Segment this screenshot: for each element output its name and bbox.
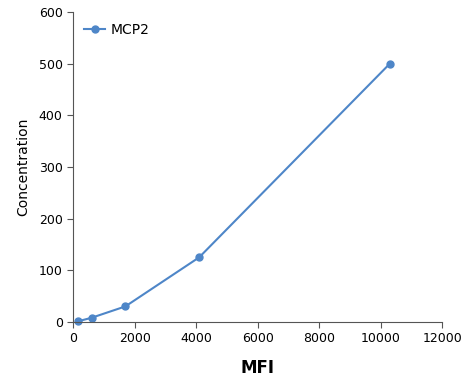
Legend: MCP2: MCP2 <box>80 19 154 41</box>
Line: MCP2: MCP2 <box>74 60 393 325</box>
MCP2 <box>387 61 393 66</box>
MCP2 <box>122 304 128 309</box>
MCP2 <box>89 316 94 320</box>
MCP2 <box>197 255 202 260</box>
Y-axis label: Concentration: Concentration <box>16 118 30 216</box>
MCP2 <box>75 319 81 324</box>
X-axis label: MFI: MFI <box>241 359 275 377</box>
